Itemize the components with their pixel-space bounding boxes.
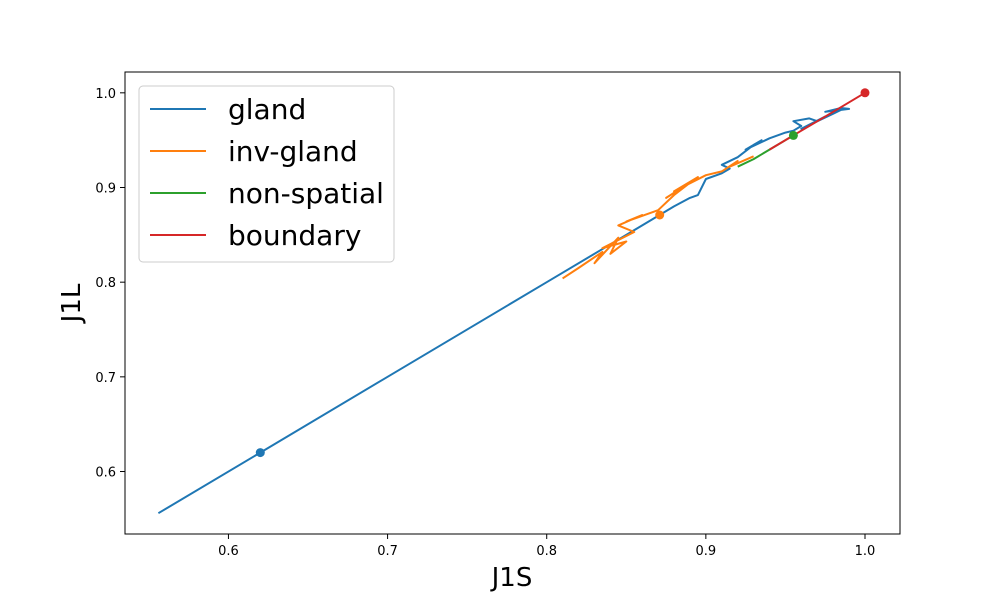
y-axis-ticks: 0.6 0.7 0.8 0.9 1.0: [95, 87, 125, 481]
legend-items: gland inv-gland non-spatial boundary: [150, 93, 384, 252]
y-axis-title: J1L: [57, 283, 87, 324]
legend-label-0: gland: [228, 93, 306, 126]
series-marker-2: [788, 130, 798, 140]
series-line-3: [768, 91, 866, 151]
y-tick-label-4: 1.0: [95, 87, 116, 102]
legend: gland inv-gland non-spatial boundary: [138, 85, 395, 263]
x-tick-label-3: 0.9: [696, 544, 717, 559]
marker-layer: [255, 88, 870, 458]
series-marker-1: [655, 210, 665, 220]
x-tick-label-1: 0.7: [377, 544, 398, 559]
y-tick-label-3: 0.9: [95, 182, 116, 197]
x-axis-ticks: 0.6 0.7 0.8 0.9 1.0: [218, 534, 875, 559]
x-axis-title: J1S: [490, 563, 533, 593]
y-tick-label-2: 0.8: [95, 276, 116, 291]
legend-label-3: boundary: [228, 219, 361, 252]
plot-frame: [124, 71, 901, 535]
series-line-1: [562, 155, 754, 280]
y-tick-label-0: 0.6: [95, 466, 116, 481]
legend-label-1: inv-gland: [228, 135, 358, 168]
legend-box: [138, 85, 395, 263]
legend-label-2: non-spatial: [228, 177, 384, 210]
x-tick-label-0: 0.6: [218, 544, 239, 559]
x-tick-label-4: 1.0: [855, 544, 876, 559]
x-tick-label-2: 0.8: [536, 544, 557, 559]
series-marker-0: [255, 448, 265, 458]
y-tick-label-1: 0.7: [95, 371, 116, 386]
series-marker-3: [860, 88, 870, 98]
